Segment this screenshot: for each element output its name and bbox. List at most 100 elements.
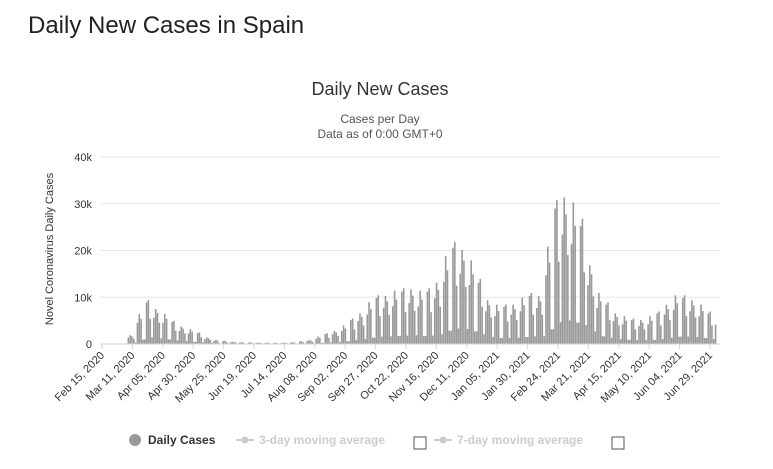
bar [346,341,348,344]
bar [660,325,662,344]
bar [452,247,454,344]
bar [545,275,547,344]
bar [601,336,604,344]
legend-marker-daily-cases [129,434,141,446]
bar [583,272,586,344]
bar [525,336,527,344]
bar [475,331,478,344]
bar [519,311,522,344]
bar [517,337,520,344]
bar [468,285,471,344]
bar [131,336,133,344]
bar [242,342,245,344]
bar [563,197,566,344]
legend-marker-7-day [439,436,447,444]
bar [621,324,624,344]
chart-subtitle-line-1: Cases per Day [340,112,419,126]
chart-title: Daily New Cases [311,79,448,99]
bar [176,340,179,344]
bar [647,324,649,344]
bar [202,342,204,344]
bar [413,310,416,344]
bar [293,342,296,344]
bar [247,342,250,344]
bar [404,312,407,344]
bar [481,306,483,344]
gridlines [100,156,720,298]
bar [711,325,713,344]
bar [215,339,217,344]
bar [240,342,243,344]
legend-item-3-day-average[interactable]: 3-day moving average [236,433,385,447]
bar [630,319,633,344]
bar [494,316,496,344]
bar [289,342,292,344]
bar [526,336,529,344]
legend-marker-3-day [241,436,249,444]
checkbox-7-day-average[interactable] [611,436,625,450]
bar [612,321,615,344]
bar [616,316,618,344]
legend-label-7-day: 7-day moving average [457,433,583,447]
bar [486,300,489,344]
bar [315,338,317,344]
bar [377,295,379,344]
bar [213,341,215,344]
bar [598,292,600,344]
bar [348,341,350,344]
y-tick-label: 20k [74,246,92,258]
bar [510,314,513,344]
bar [169,339,172,344]
bar [360,316,363,344]
bar [546,246,549,344]
bar [235,342,237,344]
bar [448,330,451,344]
legend-item-7-day-average[interactable]: 7-day moving average [434,433,583,447]
checkbox-3-day-average[interactable] [413,436,427,450]
bar [435,282,438,344]
bar [643,329,646,344]
bar [669,320,671,344]
bar [676,303,679,344]
bar [350,319,352,344]
bar [331,334,334,344]
bar [565,214,567,344]
bar [184,333,186,344]
bar [709,311,711,344]
bar [437,289,440,344]
bar [505,304,507,344]
legend-item-daily-cases[interactable]: Daily Cases [129,433,216,447]
y-tick-label: 0 [86,339,92,351]
bar [599,301,602,344]
bar [410,289,412,344]
bar [444,255,447,344]
bar [337,336,339,344]
bar [499,338,502,344]
bar [665,304,668,344]
bar [550,329,553,344]
legend-label-3-day: 3-day moving average [259,433,385,447]
bar [388,314,390,344]
bar [457,328,460,344]
bar [578,322,580,344]
bar [459,273,462,344]
bar [344,328,347,344]
bar [656,313,659,344]
bar [422,335,425,344]
bar [430,312,432,344]
y-tick-label: 30k [74,199,92,211]
bar [685,316,688,344]
bar [136,322,139,344]
bar [359,313,361,344]
bar [415,335,418,344]
bar [539,301,542,344]
bar [463,260,465,344]
bar [671,337,673,344]
bar [419,290,421,344]
bar [406,335,409,344]
bar [371,337,374,344]
bar [182,328,184,344]
bar [610,337,613,344]
bar [399,335,401,344]
bar [412,295,414,344]
